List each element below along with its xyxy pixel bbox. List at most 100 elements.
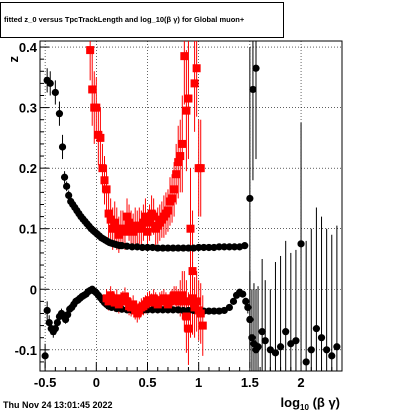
data-point-red	[141, 212, 150, 221]
data-point-black	[271, 349, 280, 357]
data-point-black	[242, 297, 250, 305]
data-point-black	[252, 64, 260, 72]
data-point-black	[225, 243, 233, 251]
data-point-red	[98, 164, 107, 173]
data-point-red	[168, 194, 177, 203]
data-point-red	[182, 106, 191, 115]
x-tick-label: 0	[93, 375, 100, 390]
data-point-black	[174, 244, 182, 252]
data-point-black	[195, 243, 203, 252]
data-point-red	[86, 46, 95, 55]
data-point-red	[112, 224, 121, 233]
data-point-red	[186, 224, 195, 233]
data-point-black	[246, 315, 254, 324]
y-tick-label: 0.1	[19, 222, 37, 237]
data-point-red	[110, 298, 119, 307]
data-point-red	[188, 294, 197, 303]
x-tick-label: 2	[297, 375, 304, 390]
data-point-black	[43, 306, 51, 315]
data-point-red	[145, 218, 154, 227]
data-point-red	[114, 230, 123, 239]
data-point-black	[45, 318, 53, 327]
data-point-red	[182, 312, 191, 321]
data-point-black	[51, 88, 59, 97]
data-point-red	[102, 185, 111, 194]
data-point-red	[190, 79, 199, 88]
data-point-black	[63, 182, 71, 190]
data-point-black	[205, 243, 213, 252]
x-axis-label: log10 (β γ)	[281, 395, 340, 412]
data-point-black	[60, 173, 69, 181]
data-point-red	[180, 52, 189, 61]
chart-title-box: fitted z_0 versus TpcTrackLength and log…	[0, 2, 284, 38]
plot-frame	[39, 40, 343, 372]
data-point-black	[276, 343, 285, 351]
data-point-black	[333, 343, 341, 351]
data-point-red	[163, 206, 172, 215]
data-point-red	[149, 212, 158, 221]
data-point-black	[210, 307, 218, 315]
data-point-red	[178, 291, 187, 300]
data-point-red	[176, 152, 185, 161]
data-point-black	[312, 325, 321, 333]
data-point-red	[125, 218, 134, 227]
data-point-red	[178, 139, 187, 148]
y-axis-label: z	[6, 56, 21, 63]
data-point-black	[128, 243, 136, 251]
data-point-black	[41, 352, 49, 360]
data-point-red	[123, 297, 132, 306]
data-point-black	[254, 343, 262, 351]
data-point-red	[147, 298, 156, 307]
data-point-black	[239, 290, 247, 298]
data-point-black	[248, 334, 256, 342]
data-point-black	[292, 337, 300, 345]
data-point-red	[110, 218, 119, 227]
data-point-black	[220, 243, 228, 251]
x-tick-label: 0.5	[138, 375, 156, 390]
data-point-black	[230, 243, 239, 251]
data-point-black	[179, 306, 187, 315]
data-point-black	[249, 85, 257, 94]
data-point-black	[323, 346, 331, 354]
data-point-black	[138, 243, 146, 252]
data-point-red	[108, 224, 117, 233]
data-point-black	[241, 242, 249, 250]
data-point-red	[198, 321, 207, 330]
data-point-red	[192, 64, 201, 73]
data-point-red	[170, 185, 179, 194]
data-point-black	[246, 194, 254, 203]
data-point-red	[100, 176, 109, 185]
data-point-black	[244, 303, 252, 312]
y-tick-label: 0	[30, 282, 37, 297]
y-tick-label: 0.4	[19, 40, 38, 55]
data-point-red	[184, 324, 193, 333]
data-point-red	[184, 94, 193, 103]
data-point-red	[106, 215, 115, 224]
data-point-red	[143, 227, 152, 236]
data-point-red	[192, 297, 201, 306]
x-tick-label: 1.5	[241, 375, 259, 390]
data-point-black	[51, 325, 59, 333]
data-point-red	[190, 303, 199, 312]
tick-labels: -0.5 0 0.5 1 1.5 2 -0.1 0 0.1 0.2 0.3 0.4	[15, 40, 305, 390]
data-point-red	[129, 227, 138, 236]
data-point-red	[196, 309, 205, 318]
y-tick-label: 0.2	[19, 161, 37, 176]
data-point-red	[120, 292, 129, 301]
x-tick-label: -0.5	[34, 375, 56, 390]
data-point-black	[317, 334, 326, 342]
data-point-red	[92, 103, 101, 112]
data-point-red	[174, 158, 183, 167]
data-point-red	[123, 212, 132, 221]
data-point-black	[159, 244, 167, 252]
data-point-black	[282, 328, 290, 336]
data-point-red	[139, 218, 148, 227]
data-point-black	[184, 244, 193, 252]
data-point-red	[104, 209, 113, 218]
data-point-black	[184, 306, 193, 315]
x-tick-label: 1	[195, 375, 202, 390]
data-markers	[41, 46, 341, 366]
data-point-red	[112, 294, 121, 303]
data-point-black	[65, 191, 73, 200]
